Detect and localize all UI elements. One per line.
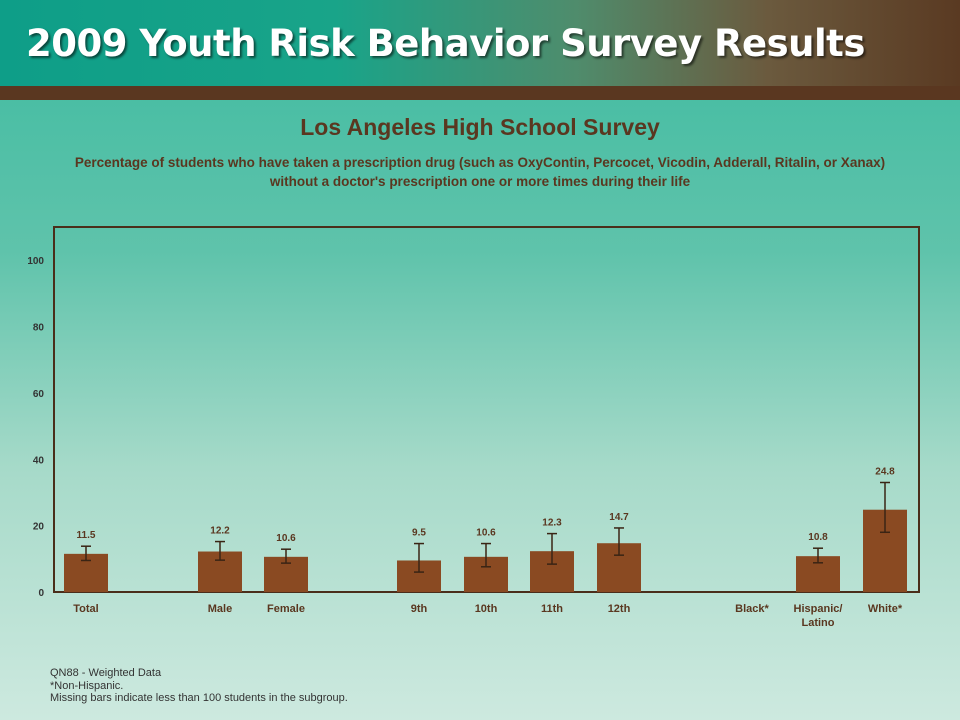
x-tick-label: Female [267, 603, 305, 615]
y-tick-label: 0 [38, 588, 44, 599]
chart-subtitle: Percentage of students who have taken a … [74, 155, 886, 189]
x-tick-label: Hispanic/ [794, 603, 843, 615]
footnotes: QN88 - Weighted Data *Non-Hispanic. Miss… [50, 667, 348, 705]
x-tick-label: 10th [475, 603, 498, 615]
data-label: 24.8 [875, 467, 895, 478]
footnote-non-hispanic: *Non-Hispanic. [50, 679, 124, 692]
x-tick-label: 11th [541, 603, 563, 615]
y-tick-label: 40 [33, 455, 45, 466]
x-tick-label: 12th [608, 603, 631, 615]
x-tick-label: White* [868, 603, 903, 615]
x-tick-label: Total [73, 603, 98, 615]
data-label: 10.8 [808, 532, 828, 543]
x-tick-label: 9th [411, 603, 428, 615]
footnote-missing-bars: Missing bars indicate less than 100 stud… [50, 692, 348, 704]
y-tick-label: 100 [27, 256, 44, 267]
data-label: 12.2 [210, 526, 230, 537]
header-banner [0, 0, 960, 88]
y-tick-label: 20 [33, 522, 45, 533]
data-label: 12.3 [542, 518, 562, 529]
data-label: 10.6 [276, 533, 296, 544]
data-label: 9.5 [412, 528, 426, 539]
y-tick-label: 60 [33, 389, 45, 400]
page-title: 2009 Youth Risk Behavior Survey Results [26, 22, 865, 65]
x-tick-label: Latino [802, 617, 835, 629]
x-tick-label: Black* [735, 603, 769, 615]
y-tick-label: 80 [33, 323, 45, 334]
data-label: 14.7 [609, 512, 629, 523]
data-label: 10.6 [476, 528, 496, 539]
chart-title: Los Angeles High School Survey [300, 114, 660, 140]
x-tick-label: Male [208, 603, 232, 615]
footnote-data-source: QN88 - Weighted Data [50, 667, 162, 679]
header-divider [0, 86, 960, 100]
data-label: 11.5 [77, 530, 96, 541]
